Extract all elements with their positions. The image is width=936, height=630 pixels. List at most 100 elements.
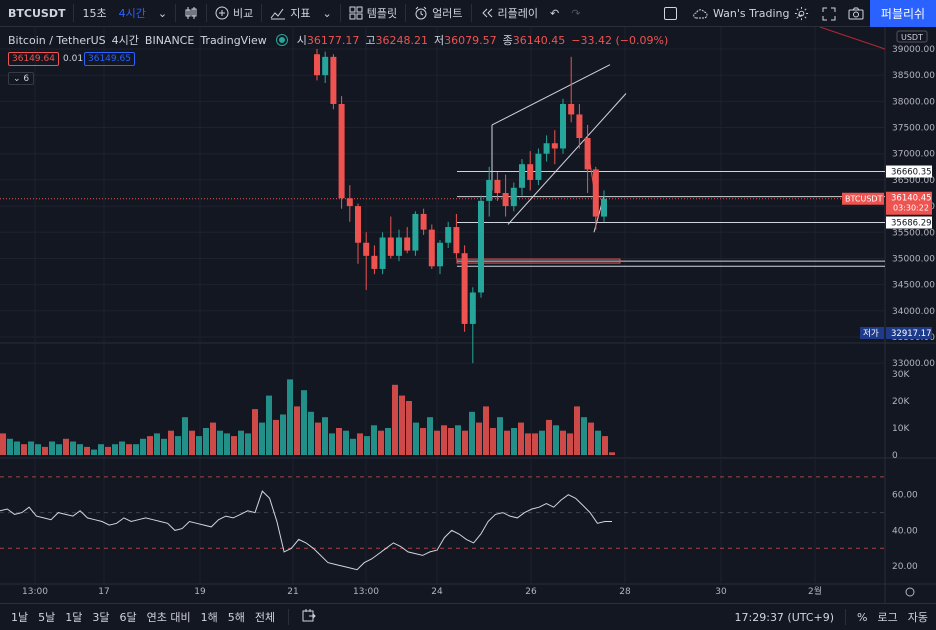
range-button[interactable]: 1달 <box>65 610 83 624</box>
chart-legend: Bitcoin / TetherUS 4시간 BINANCE TradingVi… <box>8 32 668 48</box>
gear-icon[interactable] <box>905 587 915 597</box>
goto-date-button[interactable] <box>297 608 321 625</box>
candle-body <box>527 164 534 180</box>
volume-bar <box>203 428 209 455</box>
volume-bar <box>567 433 573 455</box>
volume-bar <box>455 425 461 455</box>
replay-button[interactable]: 리플레이 <box>474 0 544 27</box>
chevron-down-icon[interactable]: ⌄ <box>322 6 332 20</box>
fullscreen-toggle-icon[interactable] <box>664 7 677 20</box>
volume-bar <box>70 441 76 455</box>
chevron-down-icon[interactable]: ⌄ <box>157 6 168 20</box>
volume-bar <box>413 422 419 455</box>
alert-button[interactable]: 얼러트 <box>408 0 468 27</box>
change-value: −33.42 (−0.09%) <box>571 33 669 47</box>
trend-line[interactable] <box>507 93 627 225</box>
templates-label: 템플릿 <box>366 7 398 20</box>
publish-button[interactable]: 퍼블리쉬 <box>870 0 936 27</box>
sell-price-button[interactable]: 36149.64 <box>8 52 59 66</box>
candle-body <box>437 242 443 267</box>
redo-icon[interactable]: ↷ <box>571 6 581 20</box>
plus-circle-icon <box>215 6 229 20</box>
volume-bar <box>7 438 13 455</box>
level-tag-upper-bg <box>886 165 932 178</box>
volume-bar <box>490 428 496 455</box>
timeframe-15s-button[interactable]: 15초 <box>82 7 107 20</box>
range-button[interactable]: 연초 대비 <box>146 610 191 624</box>
volume-bar <box>56 444 62 455</box>
rewind-icon <box>481 8 492 18</box>
time-tick-label: 19 <box>194 587 206 597</box>
layout-name-button[interactable]: Wan's Trading ⌄ <box>686 0 811 27</box>
last-price-tag: 36140.45 <box>891 194 932 204</box>
fullscreen-button[interactable] <box>816 0 842 27</box>
chart-style-button[interactable] <box>178 0 204 27</box>
settings-button[interactable] <box>788 0 815 27</box>
indicators-label: 지표 <box>290 7 311 20</box>
symbol-tag-bg <box>842 192 884 205</box>
volume-bar <box>364 436 370 455</box>
volume-bar <box>28 441 34 455</box>
chevron-down-icon: ⌄ <box>795 7 805 20</box>
candle-body <box>355 206 361 243</box>
auto-toggle[interactable]: 자동 <box>907 611 928 624</box>
chart-area[interactable]: 39000.00 38500.00 38000.00 37500.00 37000.00… <box>0 27 936 603</box>
rsi-tick-label: 20.00 <box>892 562 918 572</box>
toolbar-divider <box>470 4 472 22</box>
log-toggle[interactable]: 로그 <box>877 611 898 624</box>
toolbar-divider <box>175 4 177 22</box>
range-button[interactable]: 6달 <box>119 610 137 624</box>
compare-button[interactable]: 비교 <box>209 0 259 27</box>
legend-title[interactable]: Bitcoin / TetherUS <box>8 33 106 47</box>
candle-body <box>592 169 599 217</box>
volume-bar <box>49 441 55 455</box>
candle-body <box>330 56 337 104</box>
candle-body <box>461 253 468 324</box>
time-tick-label: 26 <box>525 587 537 597</box>
toolbar-divider <box>206 4 208 22</box>
low-label: 저 <box>434 34 445 47</box>
currency-badge[interactable] <box>896 30 928 43</box>
volume-bar <box>308 411 314 455</box>
range-button[interactable]: 5해 <box>227 610 245 624</box>
volume-bar <box>595 430 601 455</box>
volume-bar <box>154 433 160 455</box>
volume-bar <box>294 406 300 455</box>
trend-line[interactable] <box>491 64 611 126</box>
volume-bar <box>245 433 251 455</box>
time-tick-label: 28 <box>619 587 631 597</box>
indicators-button[interactable]: 지표 <box>264 0 316 27</box>
templates-button[interactable]: 템플릿 <box>343 0 403 27</box>
symbol-search-button[interactable]: BTCUSDT <box>8 6 66 20</box>
alert-label: 얼러트 <box>432 7 463 20</box>
legend-interval: 4시간 <box>111 34 139 47</box>
volume-bar <box>0 433 6 455</box>
rsi-tick-label: 40.00 <box>892 526 918 536</box>
undo-icon[interactable]: ↶ <box>550 6 560 20</box>
percent-toggle[interactable]: % <box>857 610 868 624</box>
volume-bar <box>336 428 342 455</box>
snapshot-button[interactable] <box>842 0 870 27</box>
volume-bar <box>581 417 587 455</box>
timeframe-4h-button[interactable]: 4시간 <box>118 7 146 20</box>
toolbar-divider <box>288 608 290 625</box>
buy-price-button[interactable]: 36149.65 <box>84 52 135 66</box>
range-button[interactable]: 5날 <box>38 610 56 624</box>
range-button[interactable]: 1날 <box>11 610 29 624</box>
volume-bar <box>224 433 230 455</box>
volume-bar <box>280 414 286 455</box>
clock-readout[interactable]: 17:29:37 (UTC+9) <box>734 610 835 624</box>
indicator-collapse-button[interactable]: ⌄ 6 <box>8 72 35 85</box>
open-label: 시 <box>296 34 307 47</box>
range-button[interactable]: 1해 <box>200 610 218 624</box>
legend-source: TradingView <box>200 33 267 47</box>
volume-bar <box>140 438 146 455</box>
trend-line[interactable] <box>819 27 886 50</box>
candle-body <box>371 255 378 269</box>
volume-bar <box>266 395 272 455</box>
range-rectangle[interactable] <box>456 258 621 264</box>
price-tick-label: 36500.00 <box>892 176 935 186</box>
time-tick-label: 30 <box>715 587 727 597</box>
range-button[interactable]: 전체 <box>254 610 276 624</box>
range-button[interactable]: 3달 <box>92 610 110 624</box>
